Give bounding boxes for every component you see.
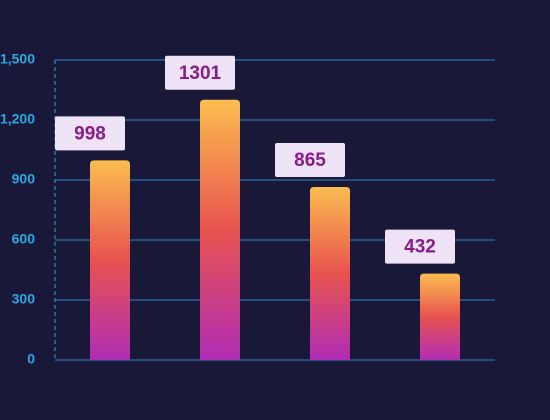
y-tick-label: 1,200 — [0, 111, 35, 127]
bar — [420, 273, 460, 360]
value-label-box — [165, 55, 235, 90]
bar — [310, 187, 350, 360]
value-label: 1301 — [179, 63, 222, 84]
y-tick-label: 0 — [27, 351, 35, 367]
value-label: 432 — [404, 237, 436, 258]
value-label: 998 — [74, 123, 106, 144]
value-label-box — [55, 116, 125, 151]
bar — [200, 99, 240, 361]
y-tick-label: 300 — [12, 291, 36, 307]
value-label: 865 — [294, 150, 326, 171]
y-tick-label: 600 — [12, 231, 36, 247]
bar — [90, 160, 130, 360]
value-label-box — [385, 229, 455, 264]
y-tick-label: 900 — [12, 171, 36, 187]
y-tick-label: 1,500 — [0, 51, 35, 67]
value-label-box — [275, 143, 345, 177]
